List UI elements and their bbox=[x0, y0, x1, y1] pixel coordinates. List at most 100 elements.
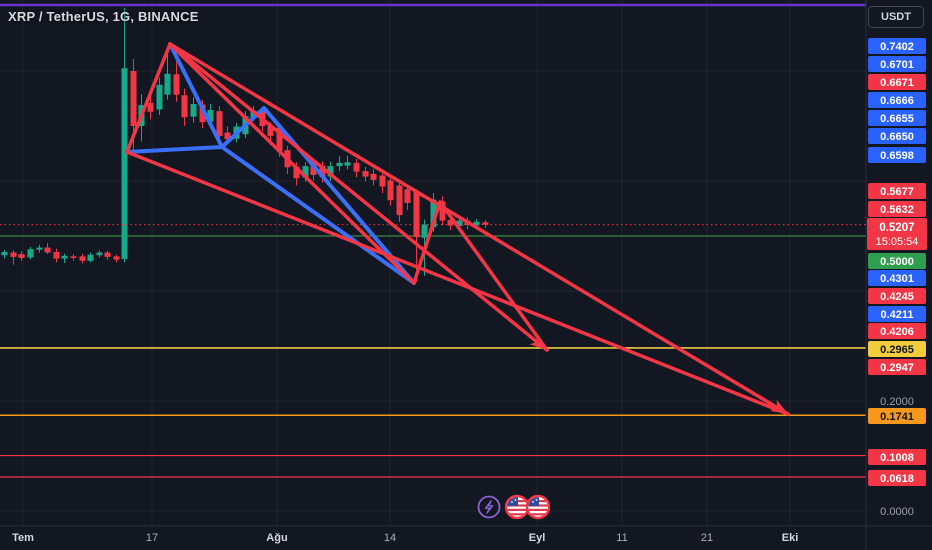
price-axis-labels: 0.2000 0.0000 0.7402 0.6701 0.6671 0.6666 0.66… bbox=[867, 38, 927, 518]
last-price-value: 0.5207 bbox=[879, 222, 914, 234]
flag-stripe bbox=[507, 508, 527, 511]
price-label-bg bbox=[868, 56, 926, 72]
candle-body bbox=[456, 220, 463, 227]
trendline-blue-1[interactable] bbox=[125, 145, 224, 154]
price-label-text: 0.6671 bbox=[880, 77, 914, 89]
time-axis-label: Ağu bbox=[266, 532, 287, 544]
price-axis-label[interactable]: 0.2947 bbox=[868, 359, 926, 375]
candle bbox=[181, 88, 188, 126]
candle-body bbox=[362, 171, 369, 177]
trendline-blue-5[interactable] bbox=[220, 145, 416, 285]
flag-star bbox=[514, 499, 517, 501]
price-label-bg bbox=[868, 74, 926, 90]
trendline-drawings[interactable] bbox=[125, 42, 791, 420]
candle bbox=[336, 156, 343, 172]
candle-body bbox=[199, 104, 206, 123]
candle-body bbox=[379, 175, 386, 187]
price-axis-label[interactable]: 0.5000 bbox=[868, 253, 926, 269]
candle-body bbox=[147, 102, 154, 112]
price-axis-label[interactable]: 0.1741 bbox=[868, 408, 926, 424]
candle-body bbox=[113, 256, 120, 260]
price-axis-label[interactable]: 0.5677 bbox=[868, 183, 926, 199]
price-axis-label[interactable]: 0.4245 bbox=[868, 288, 926, 304]
price-label-text: 0.7402 bbox=[880, 41, 914, 53]
time-axis-labels[interactable]: Tem 17 Ağu 14 Eyl 11 21 Eki bbox=[12, 532, 798, 544]
last-price-bg bbox=[867, 218, 927, 250]
price-axis-label[interactable]: 0.5632 bbox=[868, 201, 926, 217]
trendline-blue-4[interactable] bbox=[168, 42, 224, 149]
candle-body bbox=[302, 166, 309, 178]
candle-body bbox=[336, 162, 343, 167]
event-icon-us-flag[interactable] bbox=[525, 494, 551, 520]
candle bbox=[113, 254, 120, 263]
price-label-text: 0.6701 bbox=[880, 59, 914, 71]
price-axis-label[interactable]: 0.4301 bbox=[868, 270, 926, 286]
price-axis-label[interactable]: 0.4211 bbox=[868, 306, 926, 322]
price-label-bg bbox=[868, 128, 926, 144]
trendline-red-6[interactable] bbox=[412, 200, 442, 285]
price-axis-label[interactable]: 0.4206 bbox=[868, 323, 926, 339]
price-axis-label[interactable]: 0.6650 bbox=[868, 128, 926, 144]
event-icons bbox=[477, 494, 551, 520]
price-axis-label[interactable]: 0.6671 bbox=[868, 74, 926, 90]
price-label-text: 0.6650 bbox=[880, 131, 914, 143]
candle-body bbox=[447, 220, 454, 226]
candle bbox=[27, 247, 34, 260]
price-axis-label[interactable]: 0.6701 bbox=[868, 56, 926, 72]
price-label-bg bbox=[868, 201, 926, 217]
candle-body bbox=[156, 84, 163, 110]
price-axis-label[interactable]: 0.1008 bbox=[868, 449, 926, 465]
flag-stripe bbox=[507, 513, 527, 516]
candle bbox=[362, 166, 369, 182]
candle bbox=[164, 50, 171, 100]
candle bbox=[121, 7, 128, 263]
time-axis-label: Eki bbox=[782, 532, 799, 544]
candle bbox=[173, 61, 180, 102]
candle bbox=[190, 97, 197, 123]
event-icon-us-flag[interactable] bbox=[504, 494, 530, 520]
price-label-text: 0.4245 bbox=[880, 291, 914, 303]
candle-body bbox=[327, 166, 334, 177]
trendline-red-3[interactable] bbox=[168, 42, 549, 352]
candle-body bbox=[10, 252, 17, 257]
candle-body bbox=[353, 162, 360, 172]
flag-star bbox=[532, 501, 534, 503]
candle bbox=[404, 186, 411, 211]
trendline-red-2[interactable] bbox=[168, 42, 416, 285]
candle bbox=[18, 251, 25, 261]
price-axis-label[interactable]: 0.7402 bbox=[868, 38, 926, 54]
candle-body bbox=[173, 74, 180, 95]
last-price-label[interactable]: 0.5207 15:05:54 bbox=[867, 218, 927, 250]
trendline-red-5[interactable] bbox=[125, 150, 790, 416]
candle bbox=[87, 252, 94, 263]
trendline-red-4[interactable] bbox=[168, 42, 790, 416]
price-axis-label[interactable]: 0.6655 bbox=[868, 110, 926, 126]
horizontal-level-lines bbox=[0, 235, 866, 478]
event-icon-lightning[interactable] bbox=[477, 495, 501, 519]
price-axis-label[interactable]: 0.0618 bbox=[868, 470, 926, 486]
candle-body bbox=[181, 95, 188, 118]
flag-stripes bbox=[507, 497, 527, 516]
candle-body bbox=[319, 165, 326, 178]
price-label-bg bbox=[868, 183, 926, 199]
price-label-bg bbox=[868, 323, 926, 339]
price-axis-label[interactable]: 0.2965 bbox=[868, 341, 926, 357]
currency-toggle-button[interactable]: USDT bbox=[868, 6, 924, 28]
trendline-blue-3[interactable] bbox=[262, 106, 416, 285]
candle-body bbox=[53, 251, 60, 259]
trendline-red-7[interactable] bbox=[438, 200, 549, 352]
trendline-red-1[interactable] bbox=[125, 42, 172, 154]
candle-body bbox=[36, 247, 43, 250]
candle bbox=[70, 254, 77, 261]
time-axis-label: 21 bbox=[701, 532, 713, 544]
price-axis-tick: 0.2000 bbox=[880, 396, 914, 408]
price-label-bg bbox=[868, 147, 926, 163]
price-label-bg bbox=[868, 288, 926, 304]
candle-body bbox=[79, 256, 86, 261]
price-axis-label[interactable]: 0.6666 bbox=[868, 92, 926, 108]
price-label-bg bbox=[868, 408, 926, 424]
price-axis-label[interactable]: 0.6598 bbox=[868, 147, 926, 163]
price-label-text: 0.5677 bbox=[880, 186, 914, 198]
